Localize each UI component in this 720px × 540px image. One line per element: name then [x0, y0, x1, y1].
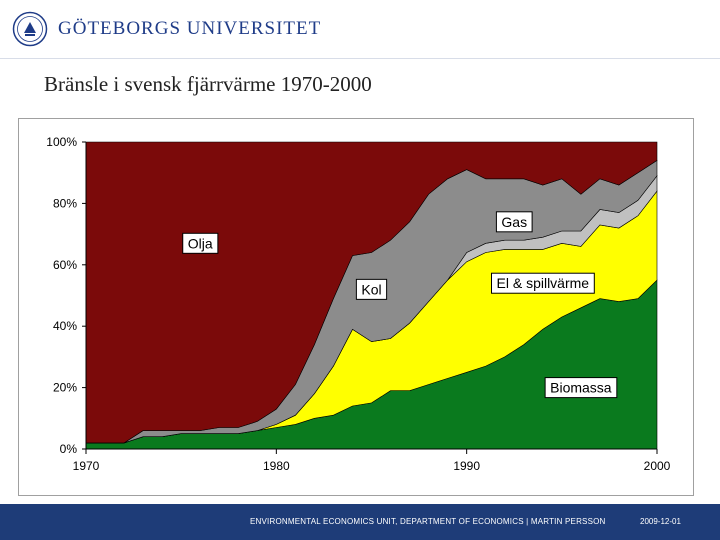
header: GÖTEBORGS UNIVERSITET	[0, 0, 720, 58]
series-label-olja: Olja	[182, 232, 219, 254]
slide-title: Bränsle i svensk fjärrvärme 1970-2000	[44, 72, 372, 96]
series-label-box	[495, 211, 533, 233]
stacked-area-chart: 0% 20% 40% 60% 80% 100% 1970 1980 1990 2000 Olja Ko…	[46, 135, 671, 473]
x-tick-label: 2000	[644, 459, 671, 473]
series-label-text: Gas	[501, 214, 527, 230]
series-label-biomassa: Biomassa	[544, 377, 618, 399]
area-olja	[85, 141, 658, 444]
footer: ENVIRONMENTAL ECONOMICS UNIT, DEPARTMENT…	[0, 504, 720, 540]
organization-name: GÖTEBORGS UNIVERSITET	[58, 18, 322, 39]
y-tick-label: 100%	[46, 135, 77, 149]
y-tick-label: 80%	[53, 196, 77, 210]
series-label-box	[491, 272, 595, 294]
chart-frame: 0% 20% 40% 60% 80% 100% 1970 1980 1990 2000 Olja Ko…	[18, 118, 694, 496]
series-label-kol: Kol	[355, 278, 388, 300]
x-tick-label: 1970	[73, 459, 100, 473]
series-label-text: El & spillvärme	[497, 275, 590, 291]
series-label-text: Biomassa	[550, 380, 612, 396]
y-tick-label: 20%	[53, 381, 77, 395]
x-tick-label: 1990	[453, 459, 480, 473]
y-tick-label: 0%	[60, 442, 78, 456]
x-tick-label: 1980	[263, 459, 290, 473]
header-divider	[0, 58, 720, 59]
series-label-el-spillvärme: El & spillvärme	[491, 272, 595, 294]
series-label-box	[355, 278, 388, 300]
series-label-gas: Gas	[495, 211, 533, 233]
footer-text: ENVIRONMENTAL ECONOMICS UNIT, DEPARTMENT…	[250, 517, 606, 526]
y-tick-label: 40%	[53, 319, 77, 333]
series-label-box	[182, 232, 219, 254]
y-tick-label: 60%	[53, 258, 77, 272]
footer-date: 2009-12-01	[640, 517, 681, 526]
series-label-text: Kol	[361, 281, 381, 297]
series-label-box	[544, 377, 618, 399]
series-label-text: Olja	[188, 235, 213, 251]
university-seal-icon	[12, 11, 48, 47]
